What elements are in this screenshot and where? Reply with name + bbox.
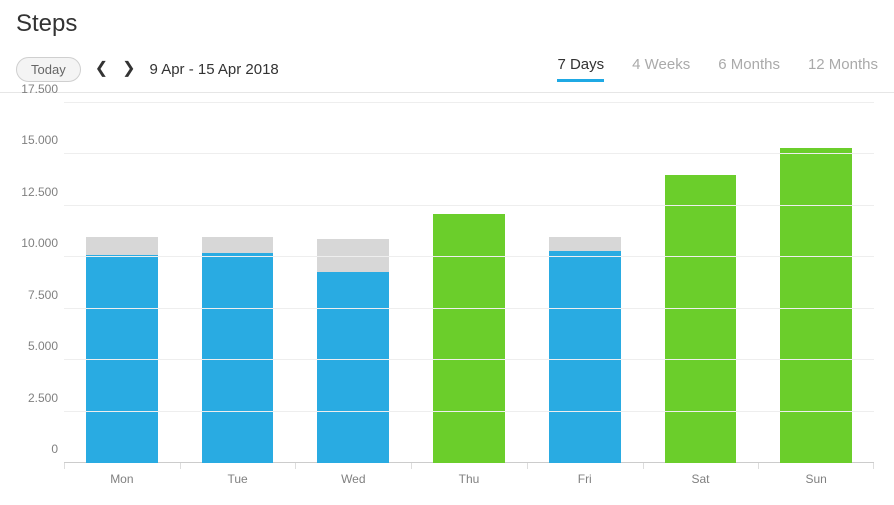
bar-extra-segment xyxy=(202,237,274,253)
bar-slot: Fri xyxy=(527,103,643,463)
range-tab-7-days[interactable]: 7 Days xyxy=(557,56,604,82)
bars-group: MonTueWedThuFriSatSun xyxy=(64,103,874,463)
x-tick-label: Sun xyxy=(758,463,874,486)
x-tick-label: Fri xyxy=(527,463,643,486)
controls-left: Today ❮ ❯ 9 Apr - 15 Apr 2018 xyxy=(16,57,279,82)
x-tick-label: Tue xyxy=(180,463,296,486)
bar-main-segment xyxy=(433,214,505,463)
bar[interactable] xyxy=(665,175,737,463)
bar[interactable] xyxy=(86,237,158,463)
grid-line xyxy=(64,411,874,412)
page-title: Steps xyxy=(0,0,894,38)
bar-slot: Mon xyxy=(64,103,180,463)
bar-main-segment xyxy=(665,175,737,463)
y-tick-label: 5.000 xyxy=(12,339,58,353)
bar-extra-segment xyxy=(549,237,621,251)
grid-line xyxy=(64,359,874,360)
y-tick-label: 12.500 xyxy=(12,185,58,199)
y-tick-label: 0 xyxy=(12,442,58,456)
bar[interactable] xyxy=(549,237,621,463)
x-tick-label: Wed xyxy=(295,463,411,486)
grid-line xyxy=(64,205,874,206)
grid-line xyxy=(64,256,874,257)
bar-extra-segment xyxy=(317,239,389,272)
range-tab-6-months[interactable]: 6 Months xyxy=(718,56,780,82)
grid-line xyxy=(64,308,874,309)
bar-slot: Tue xyxy=(180,103,296,463)
chart-plot-area: MonTueWedThuFriSatSun 02.5005.0007.50010… xyxy=(64,103,874,463)
x-tick-label: Mon xyxy=(64,463,180,486)
x-tick-label: Thu xyxy=(411,463,527,486)
range-tab-4-weeks[interactable]: 4 Weeks xyxy=(632,56,690,82)
x-tick-label: Sat xyxy=(643,463,759,486)
today-button[interactable]: Today xyxy=(16,57,81,82)
bar-main-segment xyxy=(780,148,852,463)
controls-bar: Today ❮ ❯ 9 Apr - 15 Apr 2018 7 Days 4 We… xyxy=(0,38,894,93)
bar[interactable] xyxy=(780,148,852,463)
range-tab-12-months[interactable]: 12 Months xyxy=(808,56,878,82)
chevron-left-icon[interactable]: ❮ xyxy=(95,61,108,77)
bar-extra-segment xyxy=(86,237,158,256)
y-tick-label: 15.000 xyxy=(12,133,58,147)
bar[interactable] xyxy=(202,237,274,463)
y-tick-label: 2.500 xyxy=(12,391,58,405)
bar-slot: Sun xyxy=(758,103,874,463)
bar-main-segment xyxy=(549,251,621,463)
chevron-right-icon[interactable]: ❯ xyxy=(122,61,135,77)
range-tabs: 7 Days 4 Weeks 6 Months 12 Months xyxy=(557,56,878,82)
bar-slot: Thu xyxy=(411,103,527,463)
y-tick-label: 17.500 xyxy=(12,82,58,96)
bar[interactable] xyxy=(433,214,505,463)
bar-slot: Sat xyxy=(643,103,759,463)
bar-slot: Wed xyxy=(295,103,411,463)
bar-main-segment xyxy=(317,272,389,463)
grid-line xyxy=(64,153,874,154)
date-nav: ❮ ❯ xyxy=(95,61,136,77)
date-range-label: 9 Apr - 15 Apr 2018 xyxy=(150,61,279,78)
y-tick-label: 10.000 xyxy=(12,236,58,250)
chart-container: MonTueWedThuFriSatSun 0 2.500 5.000 7.500 10… xyxy=(0,93,894,493)
grid-line xyxy=(64,102,874,103)
y-tick-label: 7.500 xyxy=(12,288,58,302)
bar-main-segment xyxy=(202,253,274,463)
bar[interactable] xyxy=(317,239,389,463)
